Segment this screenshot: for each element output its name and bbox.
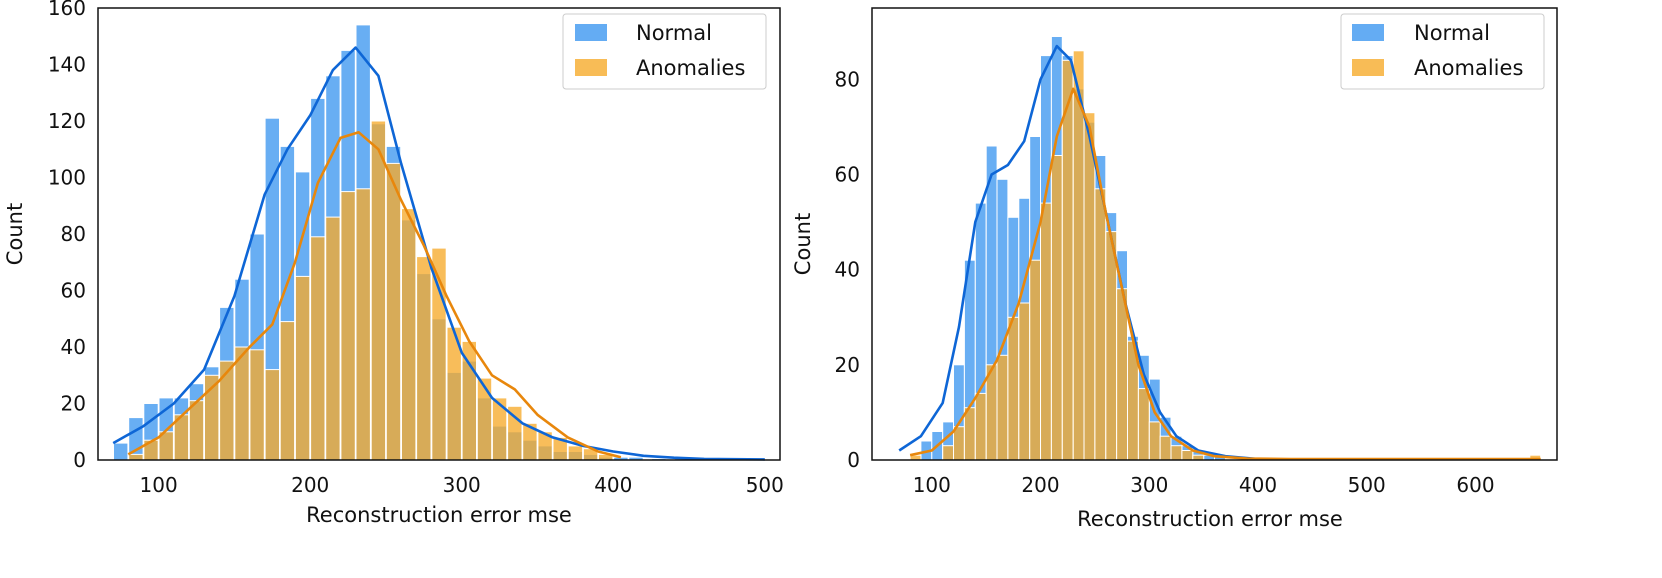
- y-tick-label-left-0: 0: [73, 448, 86, 472]
- legend-box-left: [562, 13, 767, 90]
- legend-left: Normal Anomalies: [562, 13, 767, 90]
- bar-anomalies-left-10: [279, 321, 296, 461]
- chart-right: 100 200 300 400 500 600 0 20 40 60 80 Reconstructi…: [791, 7, 1558, 531]
- kde-line-normal-right: [898, 44, 1259, 461]
- bar-anomalies-left-7: [234, 346, 250, 461]
- y-tick-label-left-80: 80: [61, 222, 86, 246]
- bar-anomalies-right-8: [1018, 302, 1031, 461]
- legend-box-right: [1340, 13, 1545, 90]
- y-axis-label-right: Count: [791, 213, 815, 275]
- bar-anomalies-right-9: [1029, 259, 1042, 461]
- x-tick-label-right-600: 600: [1456, 473, 1494, 497]
- bar-anomalies-right-22: [1170, 445, 1183, 461]
- bar-anomalies-right-15: [1094, 188, 1107, 461]
- legend-label-anomalies-left: Anomalies: [636, 56, 745, 80]
- y-tick-label-left-140: 140: [48, 53, 86, 77]
- bar-anomalies-left-15: [355, 188, 371, 461]
- bar-anomalies-right-4: [974, 392, 987, 461]
- ticks-left: 100 200 300 400 500 0 20 40 60 80 100 120 140 160: [48, 0, 784, 497]
- bar-anomalies-left-13: [325, 216, 341, 461]
- legend-label-normal-left: Normal: [636, 21, 712, 45]
- bar-anomalies-right-10: [1040, 202, 1052, 461]
- legend-right: Normal Anomalies: [1340, 13, 1545, 90]
- bar-anomalies-right-19: [1137, 388, 1150, 461]
- plot-area-right: [898, 36, 1542, 461]
- y-tick-label-right-60: 60: [835, 163, 860, 187]
- bar-anomalies-left-4: [188, 400, 205, 461]
- x-tick-label-right-300: 300: [1130, 473, 1168, 497]
- y-tick-label-left-60: 60: [61, 279, 86, 303]
- legend-label-anomalies-right: Anomalies: [1414, 56, 1523, 80]
- bar-anomalies-right-1: [942, 445, 955, 461]
- bar-anomalies-right-21: [1159, 435, 1172, 461]
- legend-swatch-normal-left: [575, 24, 607, 41]
- y-tick-label-left-20: 20: [61, 392, 86, 416]
- legend-swatch-anomalies-left: [575, 59, 607, 76]
- bar-anomalies-right-14: [1083, 112, 1096, 461]
- bar-anomalies-left-8: [249, 349, 265, 461]
- bar-anomalies-left-29: [567, 445, 584, 461]
- y-tick-label-left-120: 120: [48, 109, 86, 133]
- x-axis-label-right: Reconstruction error mse: [1077, 507, 1343, 531]
- bar-anomalies-right-5: [985, 364, 998, 461]
- y-tick-label-left-40: 40: [61, 335, 86, 359]
- bar-anomalies-left-22: [461, 340, 478, 461]
- bar-anomalies-left-17: [385, 162, 402, 461]
- legend-swatch-anomalies-right: [1352, 59, 1384, 76]
- bar-anomalies-left-23: [476, 377, 493, 461]
- bar-anomalies-left-11: [294, 275, 311, 461]
- x-tick-label-left-100: 100: [140, 473, 178, 497]
- bar-anomalies-right-3: [963, 407, 976, 461]
- x-axis-label-left: Reconstruction error mse: [306, 503, 572, 527]
- y-tick-label-right-0: 0: [847, 448, 860, 472]
- x-tick-label-right-400: 400: [1239, 473, 1277, 497]
- legend-label-normal-right: Normal: [1414, 21, 1490, 45]
- x-tick-label-right-100: 100: [913, 473, 951, 497]
- y-tick-label-right-20: 20: [835, 353, 860, 377]
- kde-line-anomalies-right: [909, 87, 1541, 461]
- x-tick-label-right-200: 200: [1021, 473, 1059, 497]
- y-tick-label-right-40: 40: [835, 258, 860, 282]
- bar-anomalies-right-23: [1181, 450, 1194, 461]
- x-tick-label-left-200: 200: [291, 473, 329, 497]
- bar-anomalies-right-20: [1148, 421, 1161, 461]
- bar-anomalies-right-12: [1061, 59, 1074, 461]
- bar-anomalies-right-16: [1105, 231, 1118, 461]
- legend-swatch-normal-right: [1352, 24, 1384, 41]
- bar-anomalies-right-6: [996, 354, 1009, 461]
- bar-anomalies-left-14: [340, 191, 356, 461]
- bar-anomalies-left-19: [416, 256, 432, 461]
- x-tick-label-left-300: 300: [443, 473, 481, 497]
- bar-anomalies-right-17: [1116, 288, 1128, 461]
- x-tick-label-right-500: 500: [1348, 473, 1386, 497]
- kde-line-normal-left: [112, 46, 765, 461]
- bar-anomalies-right-7: [1007, 316, 1020, 461]
- x-tick-label-left-500: 500: [746, 473, 784, 497]
- x-tick-label-left-400: 400: [594, 473, 632, 497]
- bar-anomalies-left-0: [128, 453, 144, 461]
- bar-normal-left-0: [113, 442, 129, 461]
- axes-frame-right: [871, 7, 1558, 461]
- plot-area-left: [112, 24, 765, 461]
- bar-anomalies-left-12: [310, 236, 326, 461]
- kde-line-anomalies-left: [127, 131, 622, 459]
- y-tick-label-left-100: 100: [48, 166, 86, 190]
- bar-anomalies-right-11: [1050, 155, 1063, 461]
- bar-anomalies-left-16: [370, 120, 387, 461]
- bar-anomalies-right-2: [953, 426, 965, 461]
- bar-anomalies-left-6: [219, 360, 235, 461]
- y-tick-label-left-160: 160: [48, 0, 86, 20]
- y-tick-label-right-80: 80: [835, 67, 860, 91]
- ticks-right: 100 200 300 400 500 600 0 20 40 60 80: [835, 67, 1495, 497]
- chart-left: 100 200 300 400 500 0 20 40 60 80 100 120 140 160 Rec…: [3, 0, 784, 527]
- bar-anomalies-left-18: [401, 208, 417, 461]
- bar-anomalies-left-9: [264, 369, 281, 461]
- axes-frame-left: [97, 7, 781, 461]
- y-axis-label-left: Count: [3, 203, 27, 265]
